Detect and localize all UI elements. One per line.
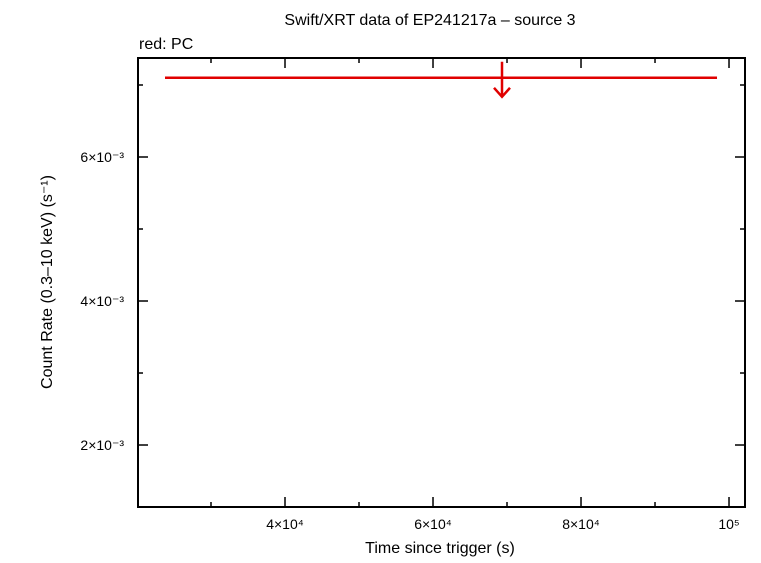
- x-tick-label: 4×10⁴: [266, 516, 304, 532]
- x-tick-label: 8×10⁴: [562, 516, 600, 532]
- y-tick-label: 4×10⁻³: [80, 293, 124, 309]
- y-tick-label: 2×10⁻³: [80, 437, 124, 453]
- plot-frame: [137, 57, 746, 508]
- x-axis-label: Time since trigger (s): [365, 540, 515, 557]
- y-axis-label: Count Rate (0.3–10 keV) (s⁻¹): [39, 175, 56, 389]
- chart-title: Swift/XRT data of EP241217a – source 3: [284, 12, 575, 29]
- upper-limit-arrow: [493, 61, 511, 99]
- x-tick-label: 10⁵: [718, 516, 739, 532]
- subtitle: red: PC: [139, 36, 193, 53]
- y-tick-label: 6×10⁻³: [80, 149, 124, 165]
- x-tick-label: 6×10⁴: [414, 516, 452, 532]
